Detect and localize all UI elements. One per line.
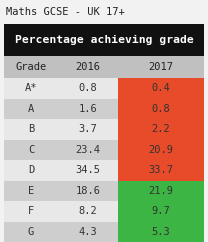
Text: 18.6: 18.6 — [76, 186, 100, 196]
Bar — [58, 98, 118, 119]
Text: 20.9: 20.9 — [149, 145, 173, 155]
Bar — [58, 78, 118, 98]
Bar — [118, 119, 204, 139]
Text: D: D — [28, 165, 34, 175]
Text: 9.7: 9.7 — [152, 206, 170, 216]
Text: B: B — [28, 124, 34, 134]
Text: 0.4: 0.4 — [152, 83, 170, 93]
Bar — [118, 98, 204, 119]
Text: 2017: 2017 — [149, 62, 173, 72]
Text: Maths GCSE - UK 17+: Maths GCSE - UK 17+ — [6, 7, 125, 17]
Text: 23.4: 23.4 — [76, 145, 100, 155]
Bar — [4, 201, 58, 221]
Text: 8.2: 8.2 — [79, 206, 97, 216]
Text: Grade: Grade — [15, 62, 47, 72]
Text: Percentage achieving grade: Percentage achieving grade — [15, 35, 193, 45]
Text: A: A — [28, 104, 34, 114]
Bar — [58, 139, 118, 160]
Bar — [58, 201, 118, 221]
Text: C: C — [28, 145, 34, 155]
Text: 3.7: 3.7 — [79, 124, 97, 134]
Bar — [4, 78, 58, 98]
Bar — [4, 160, 58, 181]
Bar — [118, 201, 204, 221]
Text: A*: A* — [25, 83, 37, 93]
Bar — [4, 221, 58, 242]
Text: 0.8: 0.8 — [152, 104, 170, 114]
Text: 2.2: 2.2 — [152, 124, 170, 134]
Text: 21.9: 21.9 — [149, 186, 173, 196]
Bar — [4, 98, 58, 119]
Text: 4.3: 4.3 — [79, 227, 97, 237]
Bar — [118, 78, 204, 98]
Bar — [58, 119, 118, 139]
Bar — [58, 221, 118, 242]
Bar — [4, 181, 58, 201]
Text: 33.7: 33.7 — [149, 165, 173, 175]
Text: 1.6: 1.6 — [79, 104, 97, 114]
Text: F: F — [28, 206, 34, 216]
Bar — [58, 181, 118, 201]
Text: 2016: 2016 — [76, 62, 100, 72]
Bar — [118, 181, 204, 201]
Bar — [118, 139, 204, 160]
Text: G: G — [28, 227, 34, 237]
Bar — [4, 119, 58, 139]
Bar — [118, 221, 204, 242]
Text: 0.8: 0.8 — [79, 83, 97, 93]
Bar — [118, 160, 204, 181]
Bar — [4, 24, 204, 56]
Text: 34.5: 34.5 — [76, 165, 100, 175]
Bar — [58, 160, 118, 181]
Text: 5.3: 5.3 — [152, 227, 170, 237]
Text: E: E — [28, 186, 34, 196]
Bar — [4, 139, 58, 160]
Bar — [4, 56, 204, 78]
